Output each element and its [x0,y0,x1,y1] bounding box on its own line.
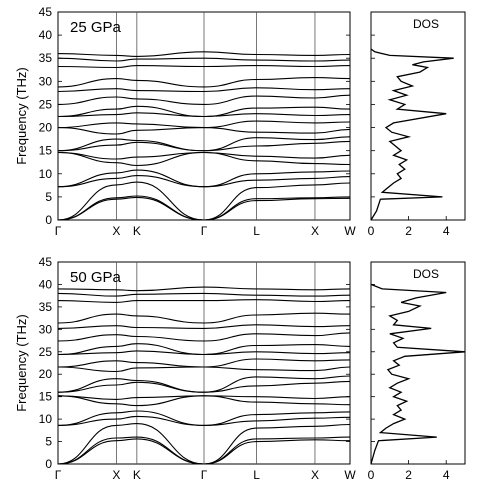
y-tick-label: 35 [39,300,53,314]
band-line-14 [57,324,351,329]
path-label: X [112,224,120,238]
y-tick-label: 25 [39,97,53,111]
band-line-13 [57,332,351,342]
band-line-16 [57,299,351,303]
band-line-13 [57,94,351,105]
path-label: Γ [201,468,208,482]
path-label: L [253,468,260,482]
dos-x-tick-label: 2 [405,224,412,238]
band-line-4 [57,410,351,426]
band-line-16 [57,65,351,69]
y-tick-label: 30 [39,322,53,336]
dos-x-tick-label: 2 [405,468,412,482]
y-tick-label: 15 [39,390,53,404]
y-tick-label: 25 [39,345,53,359]
dos-plot-frame [370,11,466,221]
dos-plot-frame [370,261,466,465]
y-tick-label: 40 [39,28,53,42]
band-line-10 [57,120,351,129]
path-label: X [311,468,319,482]
band-line-17 [57,292,351,297]
y-tick-label: 10 [39,167,53,181]
dos-label: DOS [413,267,439,281]
band-line-2 [57,423,351,465]
path-label: W [344,468,356,482]
y-tick-label: 5 [45,190,52,204]
band-line-12 [57,343,351,356]
path-label: K [133,224,141,238]
path-label: Γ [55,468,62,482]
band-line-6 [57,151,351,160]
path-label: K [133,468,141,482]
band-line-4 [57,169,351,188]
y-tick-label: 45 [39,5,53,19]
path-label: W [344,224,356,238]
dos-x-tick-label: 0 [368,468,375,482]
y-tick-label: 45 [39,255,53,269]
band-line-18 [57,286,351,292]
dos-x-tick-label: 4 [443,224,450,238]
band-line-15 [57,77,351,88]
dos-curve [370,48,454,221]
dos-x-tick-label: 0 [368,224,375,238]
band-line-17 [57,57,351,62]
dos-curve [370,283,466,465]
path-label: X [112,468,120,482]
path-label: L [253,224,260,238]
y-tick-label: 10 [39,412,53,426]
pressure-label: 50 GPa [70,269,122,286]
path-label: X [311,224,319,238]
y-tick-label: 30 [39,74,53,88]
y-tick-label: 0 [45,457,52,471]
band-line-2 [57,181,351,221]
pressure-label: 25 GPa [70,19,122,36]
band-line-15 [57,312,351,324]
band-line-10 [57,358,351,368]
y-tick-label: 0 [45,213,52,227]
y-tick-label: 20 [39,121,53,135]
y-tick-label: 5 [45,435,52,449]
band-line-14 [57,87,351,93]
y-axis-label: Frequency (THz) [14,67,29,165]
y-axis-label: Frequency (THz) [14,314,29,412]
path-label: Γ [201,224,208,238]
y-tick-label: 15 [39,144,53,158]
band-line-6 [57,395,351,400]
path-label: Γ [55,224,62,238]
y-tick-label: 35 [39,51,53,65]
dos-x-tick-label: 4 [443,468,450,482]
y-tick-label: 20 [39,367,53,381]
dos-label: DOS [413,17,439,31]
band-line-8 [57,136,351,152]
band-line-18 [57,51,351,57]
y-tick-label: 40 [39,277,53,291]
band-line-8 [57,375,351,393]
band-line-12 [57,105,351,118]
